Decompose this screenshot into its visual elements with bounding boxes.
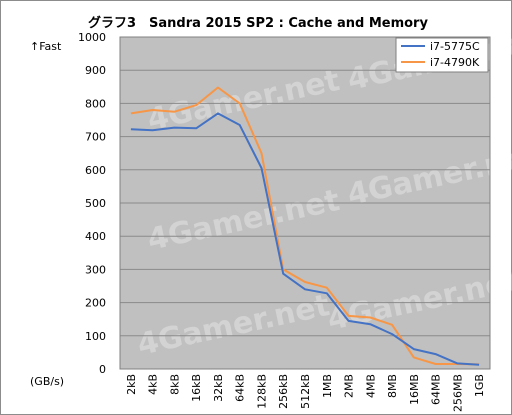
y-axis-label-fast: ↑Fast [30,40,62,53]
chart-title: グラフ3 Sandra 2015 SP2 : Cache and Memory [88,15,428,31]
x-tick-label: 32kB [212,374,225,402]
x-tick-label: 256kB [277,374,290,409]
x-tick-label: 512kB [299,374,312,409]
x-tick-label: 8MB [386,374,399,398]
y-tick-label: 500 [85,197,106,210]
y-tick-label: 600 [85,164,106,177]
x-tick-label: 8kB [168,374,181,395]
plot-border [119,36,491,370]
y-tick-label: 1000 [78,31,106,44]
legend-label: i7-4790K [430,56,480,69]
series-line-i7-5775C [130,112,480,366]
series-line-i7-4790K [130,86,480,366]
series-layer [130,86,480,366]
y-tick-label: 200 [85,297,106,310]
gridlines [119,36,491,370]
x-tick-label: 64kB [234,374,247,402]
legend-label: i7-5775C [430,40,480,53]
x-tick-label: 16kB [190,374,203,402]
x-tick-label: 1GB [473,374,486,397]
x-tick-label: 128kB [255,374,268,409]
y-axis-ticks: 0 100 200 300 400 500 600 700 800 900 1000 [78,31,106,376]
y-tick-label: 800 [85,97,106,110]
legend: i7-5775C i7-4790K [395,37,489,73]
x-tick-label: 4kB [147,374,160,395]
y-tick-label: 100 [85,330,106,343]
x-tick-label: 2MB [343,374,356,398]
x-tick-label: 256MB [451,374,464,412]
x-tick-label: 2kB [125,374,138,395]
y-axis-unit-label: (GB/s) [30,375,64,388]
x-tick-label: 1MB [321,374,334,398]
x-axis-ticks: 2kB 4kB 8kB 16kB 32kB 64kB 128kB 256kB 512kB 1MB 2… [125,374,486,412]
y-tick-label: 900 [85,64,106,77]
y-tick-label: 700 [85,131,106,144]
x-tick-label: 4MB [364,374,377,398]
y-tick-label: 300 [85,263,106,276]
legend-box [395,37,489,73]
y-tick-label: 0 [99,363,106,376]
y-tick-label: 400 [85,230,106,243]
x-tick-label: 16MB [408,374,421,405]
x-tick-label: 64MB [430,374,443,405]
